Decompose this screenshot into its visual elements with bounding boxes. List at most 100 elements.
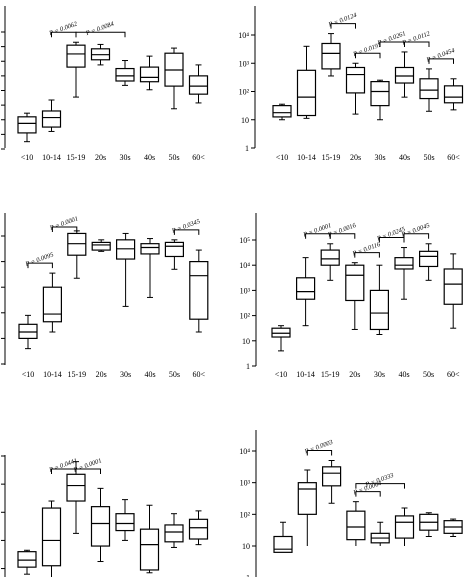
box-iqr	[67, 232, 87, 256]
x-category-label: 10-14	[297, 153, 316, 162]
x-category-label: 60<	[447, 153, 460, 162]
x-category-label: 15-19	[321, 370, 340, 379]
box-iqr	[66, 44, 86, 68]
y-tick-label: 10³	[240, 286, 251, 295]
x-category-label: 15-19	[322, 153, 341, 162]
x-category-label: 40s	[398, 370, 409, 379]
box-iqr	[41, 110, 62, 128]
y-tick-label: 10³	[239, 59, 250, 68]
x-category-label: 50s	[168, 153, 179, 162]
box-iqr	[346, 510, 366, 541]
box-iqr	[443, 268, 463, 305]
box-iqr	[17, 551, 37, 568]
y-tick-label: 1	[245, 144, 249, 153]
x-category-label: 20s	[350, 153, 361, 162]
y-tick-label: 10²	[239, 88, 250, 97]
box-iqr	[394, 257, 414, 270]
significance-bracket	[329, 233, 356, 239]
p-value-label: P = 0.0003	[303, 439, 335, 456]
x-category-label: 10-14	[296, 370, 315, 379]
box-iqr	[90, 506, 111, 547]
significance-bracket	[75, 31, 126, 38]
x-category-label: 60<	[192, 153, 205, 162]
box-iqr	[164, 524, 184, 543]
box-iqr	[271, 327, 291, 338]
x-category-label: 30s	[374, 370, 385, 379]
y-tick-label: 10²	[240, 510, 251, 519]
x-category-label: 10-14	[42, 153, 61, 162]
significance-bracket	[330, 23, 356, 29]
significance-bracket	[355, 491, 381, 497]
x-category-label: <10	[21, 153, 34, 162]
box-iqr	[41, 507, 62, 567]
box-iqr	[115, 513, 135, 532]
box-iqr	[42, 286, 63, 323]
x-category-label: 20s	[96, 370, 107, 379]
y-tick-label: 10	[241, 116, 249, 125]
p-value-label: P = 0.0062	[47, 20, 79, 37]
box-iqr	[18, 323, 38, 340]
box-iqr	[189, 261, 209, 320]
panel-4-log-chart: 1 10 10² 10³ 10⁴ 10⁵ <10 10-14 15-19 20s 30s 40s 50s…	[239, 213, 463, 379]
box-iqr	[188, 518, 209, 540]
box-iqr	[320, 249, 340, 266]
box-iqr	[139, 528, 160, 571]
y-tick-label: 10³	[240, 479, 251, 488]
box-iqr	[394, 66, 415, 84]
p-value-label: P = 0.0084	[84, 20, 116, 37]
y-tick-label: 1	[246, 574, 250, 577]
y-tick-label: 10	[242, 542, 250, 551]
box-iqr	[17, 116, 37, 134]
p-value-label: P = 0.0345	[170, 218, 202, 235]
box-iqr	[139, 66, 160, 83]
p-value-label: P = 0.0001	[48, 215, 79, 232]
p-value-label: P = 0.0454	[425, 47, 457, 64]
box-iqr	[188, 75, 209, 95]
panel-2-log-chart: 1 10 10² 10³ 10⁴ <10 10-14 15-19 20s 30s 40s 50s 60<…	[238, 6, 464, 162]
y-tick-label: 10⁵	[239, 236, 250, 245]
panel-1-linear-chart: <10 10-14 15-19 20s 30s 40s 50s 60< P = 0.0062 P …	[1, 6, 209, 162]
p-value-label: P = 0.0116	[351, 241, 382, 258]
x-category-label: 60<	[193, 370, 206, 379]
box-iqr	[164, 241, 184, 258]
x-category-label: 40s	[399, 153, 410, 162]
x-category-label: 20s	[349, 370, 360, 379]
box-iqr	[443, 85, 464, 104]
significance-bracket	[428, 58, 454, 64]
significance-bracket	[51, 226, 78, 232]
box-iqr	[321, 42, 341, 70]
significance-bracket	[173, 229, 200, 235]
y-tick-label: 10	[242, 337, 250, 346]
x-category-label: <10	[22, 370, 35, 379]
significance-bracket	[27, 262, 53, 269]
box-iqr	[115, 239, 136, 260]
significance-bracket	[355, 483, 405, 489]
box-iqr	[66, 473, 86, 502]
significance-bracket	[75, 468, 101, 474]
p-value-label: P = 0.0124	[327, 12, 359, 29]
x-category-label: 50s	[423, 370, 434, 379]
significance-bracket	[403, 233, 430, 239]
box-iqr	[322, 466, 342, 487]
x-category-label: <10	[275, 370, 288, 379]
x-category-label: 15-19	[67, 370, 86, 379]
y-tick-label: 10⁴	[239, 261, 250, 270]
significance-bracket	[354, 252, 380, 258]
box-iqr	[394, 515, 415, 539]
box-iqr	[345, 264, 365, 302]
box-iqr	[296, 277, 316, 300]
significance-bracket	[404, 41, 430, 47]
p-value-label: P = 0.0095	[24, 251, 56, 268]
p-value-label: P = 0.0045	[400, 222, 432, 239]
x-category-label: <10	[276, 153, 289, 162]
x-category-label: 30s	[120, 370, 131, 379]
box-iqr	[419, 78, 439, 100]
box-iqr	[370, 81, 390, 107]
x-category-label: 20s	[95, 153, 106, 162]
box-iqr	[345, 66, 366, 94]
x-category-label: 40s	[144, 153, 155, 162]
box-iqr	[297, 482, 317, 515]
